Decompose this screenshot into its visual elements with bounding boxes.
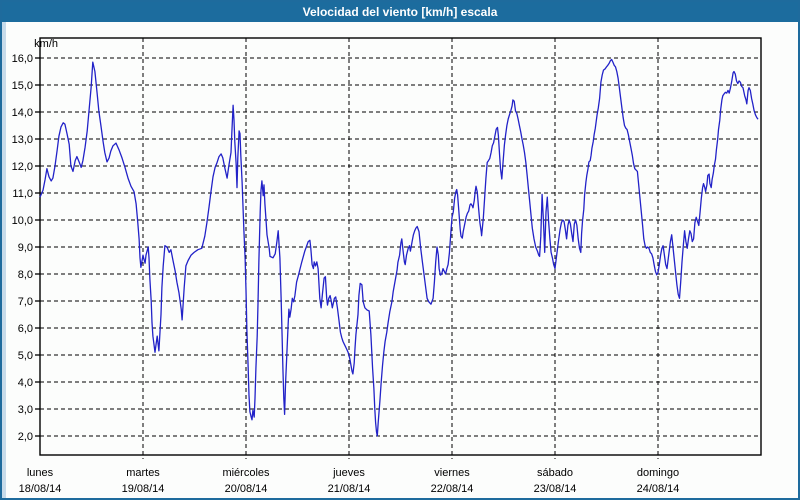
x-date-label: 22/08/14 [431,483,474,495]
x-day-label: miércoles [222,467,270,479]
x-date-label: 20/08/14 [225,483,268,495]
x-date-label: 24/08/14 [637,483,680,495]
x-day-label: martes [126,467,160,479]
x-day-label: jueves [332,467,365,479]
x-day-label: sábado [537,467,573,479]
y-tick-label: 9,0 [18,242,33,254]
plot-frame [39,37,762,456]
x-date-label: 19/08/14 [122,483,165,495]
x-day-label: viernes [434,467,470,479]
y-tick-label: 13,0 [12,134,33,146]
y-tick-label: 2,0 [18,431,33,443]
y-tick-label: 10,0 [12,215,33,227]
y-tick-label: 4,0 [18,377,33,389]
y-tick-label: 12,0 [12,161,33,173]
y-tick-label: 6,0 [18,323,33,335]
y-tick-label: 7,0 [18,296,33,308]
x-day-label: domingo [637,467,679,479]
y-tick-label: 16,0 [12,53,33,65]
x-day-label: lunes [27,467,54,479]
y-tick-label: 3,0 [18,404,33,416]
x-date-label: 21/08/14 [328,483,371,495]
wind-speed-line [39,58,759,437]
x-date-label: 18/08/14 [19,483,62,495]
y-tick-label: 15,0 [12,80,33,92]
left-edge-stripe [2,22,6,498]
y-tick-label: 8,0 [18,269,33,281]
window-title: Velocidad del viento [km/h] escala [302,5,498,19]
x-date-label: 23/08/14 [534,483,577,495]
y-tick-label: 5,0 [18,350,33,362]
y-tick-label: 14,0 [12,107,33,119]
y-axis-unit-label: km/h [34,38,58,50]
window-title-bar: Velocidad del viento [km/h] escala [2,2,798,22]
y-tick-label: 11,0 [12,188,33,200]
